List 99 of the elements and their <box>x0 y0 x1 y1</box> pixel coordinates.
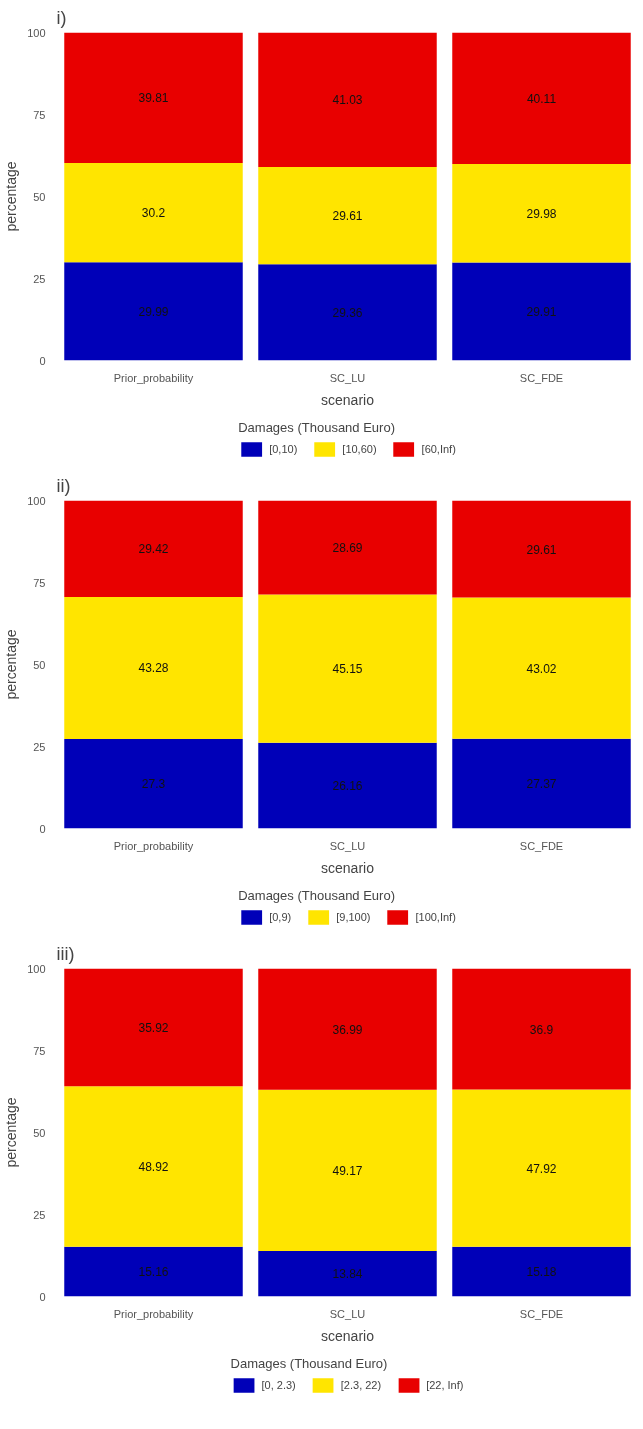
x-tick-label: SC_LU <box>329 839 366 852</box>
bar <box>64 500 243 597</box>
data-label: 41.03 <box>332 93 363 108</box>
legend-label: [2.3, 22) <box>340 1379 382 1391</box>
y-tick-label: 0 <box>39 1290 46 1303</box>
bar <box>452 1089 631 1247</box>
legend-title: Damages (Thousand Euro) <box>238 888 396 903</box>
y-tick-label: 50 <box>33 1126 46 1139</box>
bar <box>452 1246 631 1297</box>
bar <box>452 32 631 165</box>
x-tick-label: Prior_probability <box>113 839 194 852</box>
y-tick-label: 100 <box>27 962 46 975</box>
bar <box>64 163 243 263</box>
y-tick-label: 100 <box>27 494 46 507</box>
y-tick-label: 25 <box>33 740 46 753</box>
data-label: 29.61 <box>526 542 557 557</box>
bar <box>258 264 437 361</box>
bar <box>452 262 631 361</box>
bar <box>452 968 631 1090</box>
y-axis-title: percentage <box>3 629 20 700</box>
legend-label: [0, 2.3) <box>261 1379 296 1391</box>
legend-label: [9,100) <box>336 911 371 923</box>
data-label: 29.61 <box>332 209 363 224</box>
y-tick-label: 25 <box>33 1208 46 1221</box>
legend-label: [100,Inf) <box>415 911 456 923</box>
x-axis-title: scenario <box>321 391 375 408</box>
data-label: 26.16 <box>332 779 363 794</box>
data-label: 35.92 <box>138 1020 169 1035</box>
bar <box>258 1089 437 1252</box>
bar <box>64 1086 243 1247</box>
data-label: 47.92 <box>526 1161 557 1176</box>
data-label: 28.69 <box>332 541 363 556</box>
y-tick-label: 50 <box>33 190 46 203</box>
data-label: 15.16 <box>138 1265 169 1280</box>
data-label: 43.28 <box>138 661 169 676</box>
bar <box>258 968 437 1090</box>
y-tick-label: 0 <box>39 354 46 367</box>
bar <box>452 164 631 263</box>
data-label: 43.02 <box>526 661 557 676</box>
bar <box>258 32 437 168</box>
y-axis-title: percentage <box>3 161 20 232</box>
x-axis-title: scenario <box>321 859 375 876</box>
data-label: 29.91 <box>526 304 557 319</box>
bar <box>258 1251 437 1297</box>
bar <box>258 742 437 829</box>
legend-label: [0,10) <box>269 443 298 455</box>
y-axis-title: percentage <box>3 1097 20 1168</box>
bar <box>64 738 243 829</box>
y-tick-label: 75 <box>33 1044 46 1057</box>
x-tick-label: SC_FDE <box>519 1307 564 1320</box>
bar <box>64 32 243 164</box>
bar <box>452 738 631 829</box>
y-tick-label: 100 <box>27 26 46 39</box>
data-label: 29.99 <box>138 304 169 319</box>
x-tick-label: Prior_probability <box>113 371 194 384</box>
data-label: 48.92 <box>138 1160 169 1175</box>
data-label: 27.3 <box>141 777 166 792</box>
y-tick-label: 50 <box>33 658 46 671</box>
data-label: 49.17 <box>332 1163 363 1178</box>
bar <box>258 167 437 265</box>
legend-label: [22, Inf) <box>426 1379 464 1391</box>
bar <box>452 500 631 598</box>
data-label: 29.98 <box>526 206 557 221</box>
x-tick-label: SC_LU <box>329 371 366 384</box>
data-label: 36.99 <box>332 1022 363 1037</box>
y-tick-label: 75 <box>33 108 46 121</box>
y-tick-label: 0 <box>39 822 46 835</box>
chart-title: iii) <box>56 943 75 964</box>
data-label: 29.42 <box>138 542 169 557</box>
legend-label: [10,60) <box>342 443 377 455</box>
data-label: 30.2 <box>141 206 166 221</box>
legend-label: [60,Inf) <box>421 443 456 455</box>
x-tick-label: SC_FDE <box>519 839 564 852</box>
bar <box>64 262 243 361</box>
bar <box>64 597 243 739</box>
data-label: 29.36 <box>332 305 363 320</box>
data-label: 13.84 <box>332 1267 363 1282</box>
bar <box>258 500 437 595</box>
data-label: 40.11 <box>526 91 557 106</box>
y-tick-label: 25 <box>33 272 46 285</box>
chart-title: ii) <box>56 475 71 496</box>
x-axis-title: scenario <box>321 1327 375 1344</box>
data-label: 45.15 <box>332 662 363 677</box>
bar <box>64 968 243 1087</box>
legend-title: Damages (Thousand Euro) <box>230 1356 389 1371</box>
data-label: 27.37 <box>526 777 557 792</box>
chart-title: i) <box>56 7 67 28</box>
data-label: 36.9 <box>529 1022 554 1037</box>
data-label: 39.81 <box>138 91 169 106</box>
data-label: 15.18 <box>526 1265 557 1280</box>
bar <box>258 594 437 743</box>
bar <box>452 597 631 739</box>
bar <box>64 1246 243 1297</box>
y-tick-label: 75 <box>33 576 46 589</box>
legend-title: Damages (Thousand Euro) <box>238 420 396 435</box>
x-tick-label: Prior_probability <box>113 1307 194 1320</box>
legend-label: [0,9) <box>269 911 292 923</box>
x-tick-label: SC_LU <box>329 1307 366 1320</box>
x-tick-label: SC_FDE <box>519 371 564 384</box>
